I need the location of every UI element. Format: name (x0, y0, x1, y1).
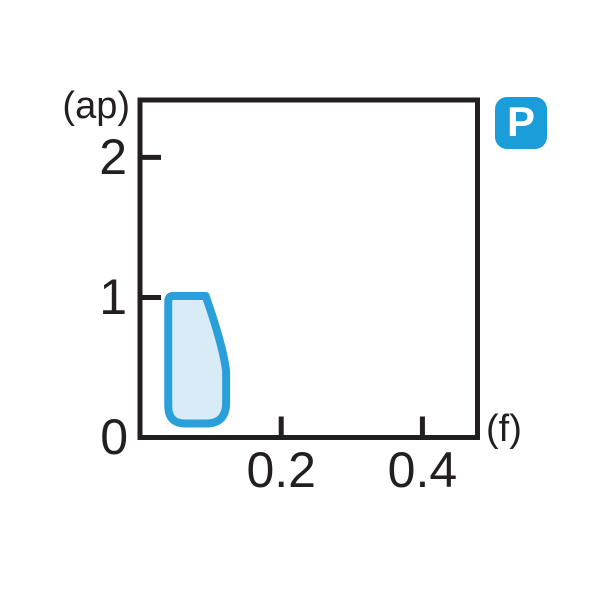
x-tick-label: 0.4 (387, 441, 458, 498)
iso-p-badge: P (495, 97, 547, 149)
iso-p-badge-label: P (506, 98, 535, 145)
y-axis-label: (ap) (62, 85, 130, 127)
y-tick-label: 2 (99, 129, 127, 186)
application-range-region (164, 292, 231, 428)
origin-tick-label: 0 (100, 409, 128, 465)
x-axis-label: (f) (486, 408, 522, 450)
y-tick-label: 1 (99, 269, 127, 326)
plot-frame (137, 97, 480, 440)
x-tick-label: 0.2 (246, 441, 316, 498)
